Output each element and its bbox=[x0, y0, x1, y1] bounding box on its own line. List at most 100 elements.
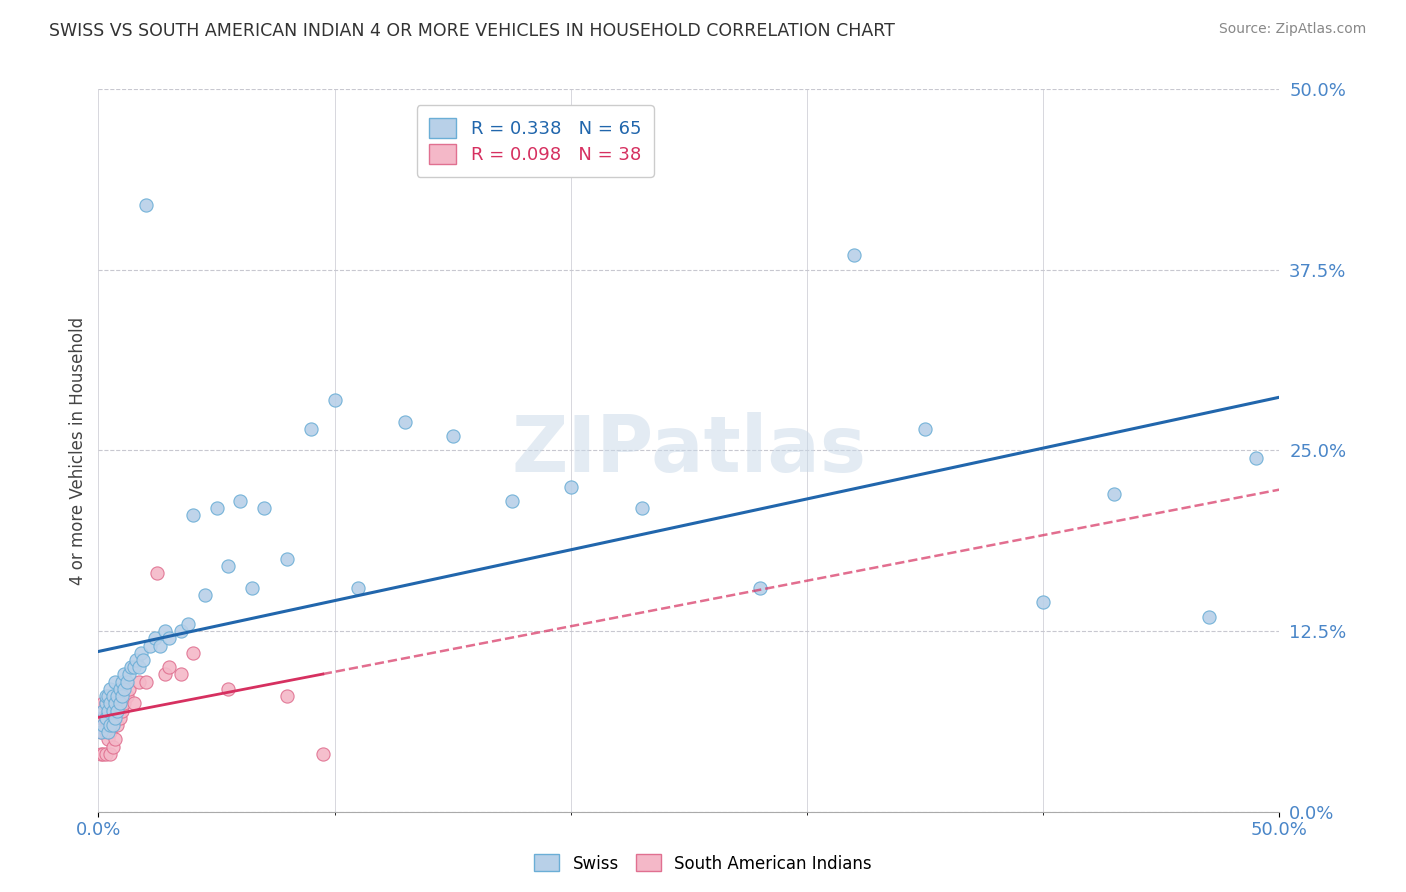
Point bbox=[299, 422, 322, 436]
Point bbox=[94, 689, 117, 703]
Point bbox=[121, 660, 143, 674]
Point bbox=[170, 624, 193, 639]
Y-axis label: 4 or more Vehicles in Household: 4 or more Vehicles in Household bbox=[69, 317, 87, 584]
Point bbox=[97, 704, 120, 718]
Point bbox=[748, 581, 770, 595]
Point bbox=[101, 718, 124, 732]
Point bbox=[157, 632, 180, 646]
Point bbox=[394, 415, 416, 429]
Point bbox=[101, 718, 124, 732]
Point bbox=[217, 559, 239, 574]
Point bbox=[90, 725, 112, 739]
Text: Source: ZipAtlas.com: Source: ZipAtlas.com bbox=[1219, 22, 1367, 37]
Point bbox=[112, 681, 135, 696]
Point bbox=[1244, 450, 1267, 465]
Legend: Swiss, South American Indians: Swiss, South American Indians bbox=[527, 847, 879, 880]
Point bbox=[276, 689, 298, 703]
Point bbox=[97, 725, 120, 739]
Point bbox=[157, 660, 180, 674]
Point bbox=[94, 696, 117, 710]
Point bbox=[91, 718, 114, 732]
Point bbox=[181, 508, 204, 523]
Point bbox=[139, 639, 162, 653]
Point bbox=[312, 747, 335, 761]
Point bbox=[347, 581, 370, 595]
Point bbox=[135, 198, 157, 212]
Point bbox=[97, 704, 120, 718]
Point bbox=[146, 566, 169, 581]
Point bbox=[97, 732, 120, 747]
Point bbox=[122, 660, 145, 674]
Point bbox=[101, 689, 124, 703]
Point bbox=[205, 501, 228, 516]
Point bbox=[323, 392, 346, 407]
Point bbox=[98, 696, 121, 710]
Point bbox=[132, 653, 155, 667]
Point bbox=[91, 747, 114, 761]
Point bbox=[94, 747, 117, 761]
Point bbox=[104, 711, 127, 725]
Point bbox=[101, 704, 124, 718]
Point bbox=[240, 581, 263, 595]
Point bbox=[118, 681, 141, 696]
Point bbox=[560, 480, 582, 494]
Point bbox=[97, 718, 120, 732]
Point bbox=[94, 711, 117, 725]
Point bbox=[630, 501, 652, 516]
Point bbox=[253, 501, 276, 516]
Point bbox=[122, 696, 145, 710]
Point bbox=[111, 674, 134, 689]
Point bbox=[98, 725, 121, 739]
Point bbox=[108, 681, 131, 696]
Point bbox=[115, 674, 138, 689]
Point bbox=[153, 667, 176, 681]
Point bbox=[181, 646, 204, 660]
Legend: R = 0.338   N = 65, R = 0.098   N = 38: R = 0.338 N = 65, R = 0.098 N = 38 bbox=[416, 105, 654, 177]
Point bbox=[115, 689, 138, 703]
Point bbox=[1102, 487, 1125, 501]
Point bbox=[108, 711, 131, 725]
Point bbox=[112, 696, 135, 710]
Point bbox=[90, 725, 112, 739]
Point bbox=[108, 696, 131, 710]
Point bbox=[104, 704, 127, 718]
Point bbox=[118, 667, 141, 681]
Point bbox=[149, 639, 172, 653]
Point bbox=[105, 718, 128, 732]
Point bbox=[98, 747, 121, 761]
Point bbox=[104, 696, 127, 710]
Point bbox=[90, 747, 112, 761]
Point bbox=[104, 674, 127, 689]
Point bbox=[914, 422, 936, 436]
Point bbox=[98, 681, 121, 696]
Point bbox=[90, 711, 112, 725]
Point bbox=[111, 689, 134, 703]
Point bbox=[501, 494, 523, 508]
Point bbox=[1032, 595, 1054, 609]
Point bbox=[177, 616, 200, 631]
Point bbox=[94, 696, 117, 710]
Point bbox=[143, 632, 166, 646]
Point bbox=[153, 624, 176, 639]
Point bbox=[125, 653, 148, 667]
Point bbox=[194, 588, 217, 602]
Point bbox=[104, 732, 127, 747]
Point bbox=[112, 667, 135, 681]
Text: ZIPatlas: ZIPatlas bbox=[512, 412, 866, 489]
Point bbox=[170, 667, 193, 681]
Point bbox=[94, 711, 117, 725]
Point bbox=[105, 689, 128, 703]
Point bbox=[101, 739, 124, 754]
Point bbox=[276, 551, 298, 566]
Point bbox=[91, 725, 114, 739]
Point bbox=[1198, 609, 1220, 624]
Point bbox=[94, 725, 117, 739]
Point bbox=[129, 646, 152, 660]
Point bbox=[217, 681, 239, 696]
Point bbox=[111, 704, 134, 718]
Point bbox=[135, 674, 157, 689]
Point bbox=[105, 704, 128, 718]
Point bbox=[128, 660, 150, 674]
Point bbox=[91, 711, 114, 725]
Point bbox=[441, 429, 464, 443]
